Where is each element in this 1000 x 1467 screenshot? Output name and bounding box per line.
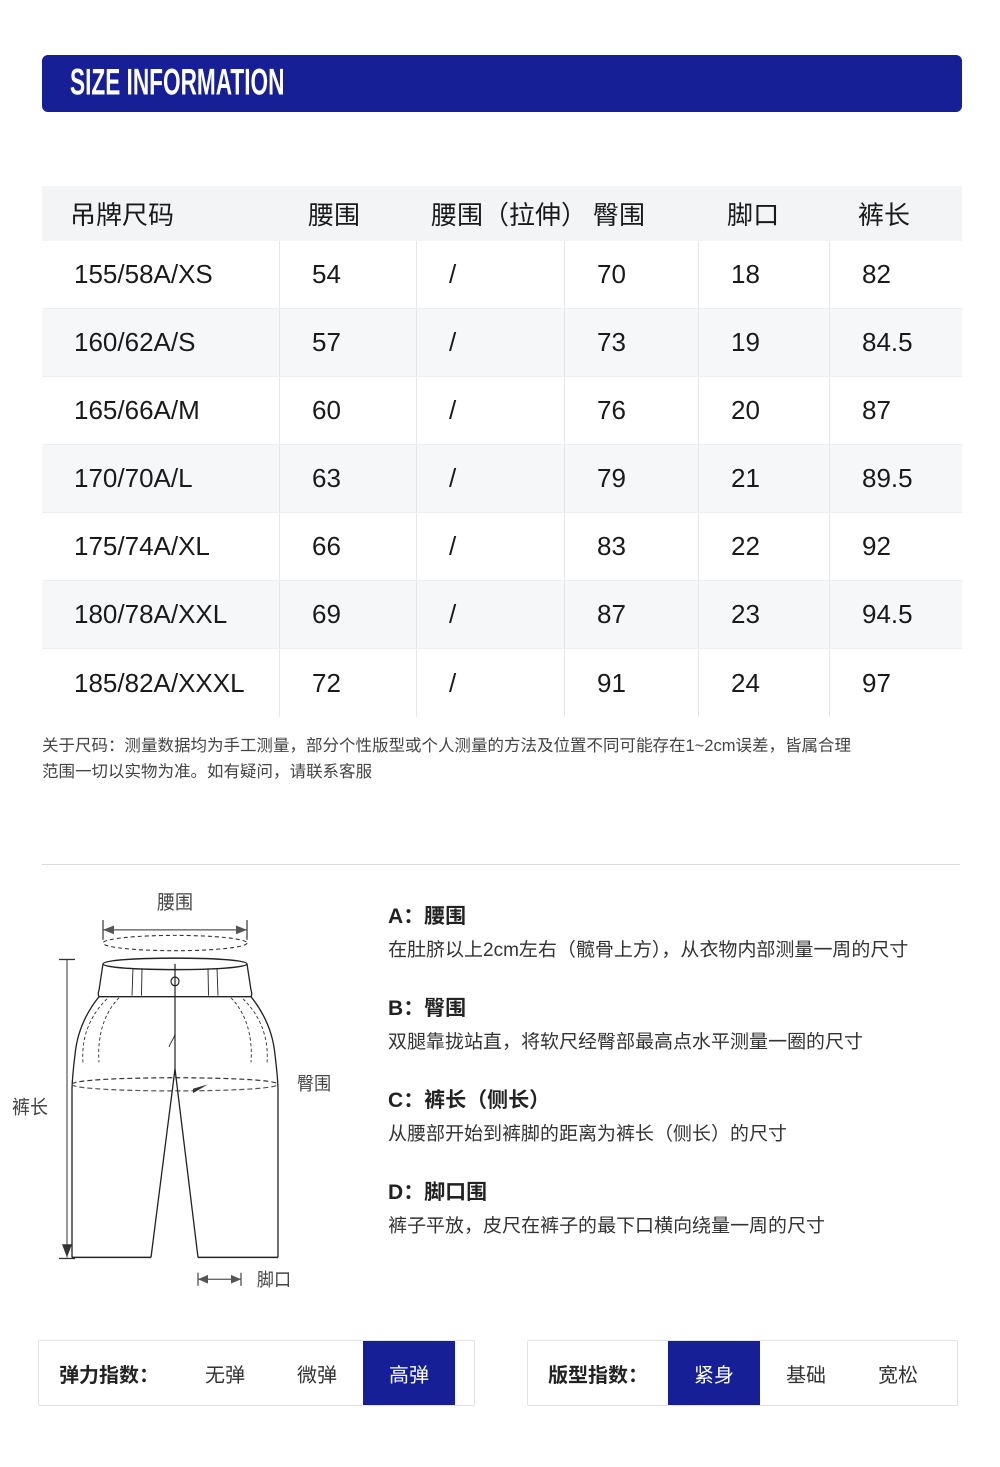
svg-text:裤长: 裤长 xyxy=(12,1092,48,1120)
svg-text:腰围: 腰围 xyxy=(157,887,193,915)
svg-text:臀围: 臀围 xyxy=(297,1069,331,1096)
svg-text:脚口: 脚口 xyxy=(257,1265,291,1292)
